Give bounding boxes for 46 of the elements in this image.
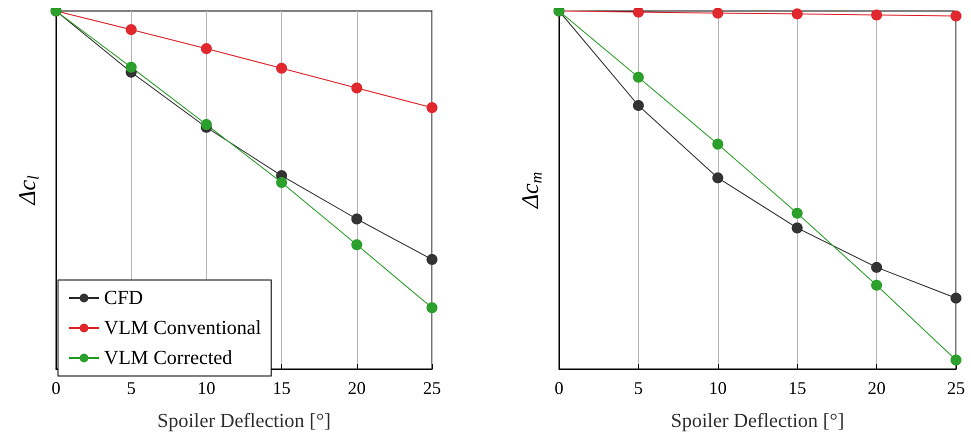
point: [712, 138, 724, 150]
point: [351, 214, 362, 224]
point: [276, 176, 288, 188]
point: [871, 9, 882, 20]
point: [632, 8, 644, 18]
legend-label: CFD: [104, 287, 143, 309]
point: [632, 100, 644, 112]
point: [126, 24, 137, 36]
x-tick-label: 25: [947, 378, 965, 398]
point: [712, 8, 724, 19]
point: [200, 118, 212, 130]
point: [792, 8, 803, 20]
point: [426, 254, 438, 265]
x-axis-title: Spoiler Deflection [°]: [157, 410, 331, 432]
x-tick-label: 20: [868, 378, 886, 398]
x-tick-label: 5: [126, 378, 136, 398]
y-axis-title: Δcm: [518, 172, 546, 210]
point: [792, 222, 803, 234]
x-tick-label: 0: [554, 378, 564, 398]
point: [632, 72, 644, 83]
point: [871, 280, 882, 291]
point: [950, 354, 962, 366]
x-axis-title: Spoiler Deflection [°]: [670, 410, 844, 432]
point: [792, 208, 803, 219]
x-tick-label: 15: [788, 378, 806, 398]
point: [351, 239, 362, 250]
x-tick-label: 25: [423, 378, 441, 398]
point: [426, 302, 438, 314]
point: [712, 172, 724, 184]
point: [871, 262, 882, 273]
x-tick-label: 20: [348, 378, 366, 398]
x-tick-label: 10: [197, 378, 216, 398]
point: [950, 10, 962, 22]
legend-label: VLM Corrected: [104, 347, 232, 369]
y-axis-title: Δcl: [15, 174, 42, 206]
x-tick-label: 5: [634, 378, 643, 398]
point: [276, 62, 288, 74]
point: [426, 102, 438, 114]
x-tick-label: 0: [52, 378, 60, 398]
x-tick-label: 10: [708, 378, 727, 398]
point: [126, 62, 137, 73]
point: [351, 82, 362, 94]
x-tick-label: 15: [272, 378, 291, 398]
point: [950, 292, 962, 304]
legend-label: VLM Conventional: [104, 317, 262, 339]
point: [200, 43, 212, 54]
